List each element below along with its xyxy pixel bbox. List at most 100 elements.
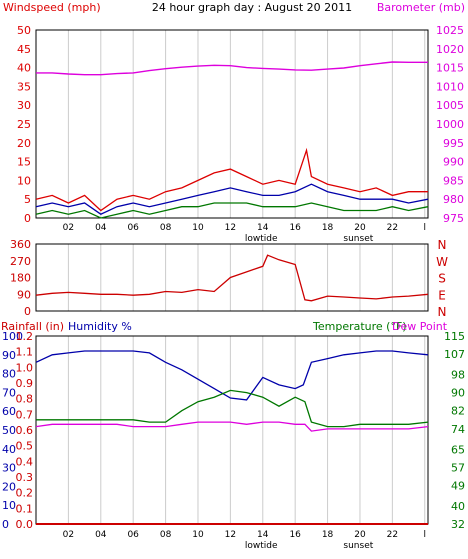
- y-tick-label-barometer: 1000: [436, 118, 464, 131]
- x-tick-label: 12: [225, 530, 236, 540]
- y-tick-label-rainfall: 0.1: [16, 502, 34, 515]
- y-tick-label-wind: 20: [17, 137, 31, 150]
- y-tick-label-wind: 5: [24, 193, 31, 206]
- y-tick-label-humidity: 100: [2, 330, 23, 343]
- panel-frame: [35, 335, 429, 525]
- y-tick-label-direction: 270: [10, 255, 31, 268]
- y-tick-label-barometer: 1025: [436, 24, 464, 37]
- rainfall-axis-title: Rainfall (in): [1, 320, 64, 333]
- x-tick-label: 20: [354, 530, 366, 540]
- y-tick-label-wind: 30: [17, 99, 31, 112]
- x-tick-label: 12: [225, 223, 236, 233]
- x-tick-label: 18: [322, 223, 334, 233]
- y-tick-label-wind: 10: [17, 174, 31, 187]
- x-tick-label: 16: [289, 530, 301, 540]
- x-tick-label: 18: [322, 530, 334, 540]
- panel-frame: [35, 243, 429, 312]
- y-tick-label-rainfall: 1.2: [16, 330, 34, 343]
- x-tick-label: 04: [95, 530, 107, 540]
- y-tick-label-wind: 25: [17, 118, 31, 131]
- y-tick-label-direction: 0: [24, 305, 31, 318]
- y-tick-label-humidity: 30: [2, 462, 16, 475]
- x-tick-label: 02: [63, 530, 74, 540]
- x-tick-label: 16: [289, 223, 301, 233]
- y-tick-label-barometer: 985: [443, 174, 464, 187]
- x-tick-label: 20: [354, 223, 366, 233]
- y-tick-label-wind: 15: [17, 156, 31, 169]
- y-tick-label-wind: 35: [17, 80, 31, 93]
- marker-label: sunset: [343, 541, 373, 551]
- y-tick-label-direction: 180: [10, 272, 31, 285]
- windspeed-axis-title: Windspeed (mph): [3, 1, 101, 14]
- y-tick-label-temperature: 57: [451, 461, 465, 474]
- dewpoint-axis-title: Dew Point: [392, 320, 448, 333]
- y-tick-label-wind: 45: [17, 43, 31, 56]
- y-tick-label-rainfall: 0.7: [16, 408, 34, 421]
- graph-title: 24 hour graph day : August 20 2011: [152, 1, 352, 14]
- y-tick-label-rainfall: 0.8: [16, 393, 34, 406]
- x-tick-label: 08: [160, 223, 172, 233]
- y-tick-label-rainfall: 1.0: [16, 361, 34, 374]
- y-tick-label-humidity: 50: [2, 424, 16, 437]
- y-tick-label-barometer: 1005: [436, 99, 464, 112]
- y-tick-label-rainfall: 0.3: [16, 471, 34, 484]
- y-tick-label-rainfall: 0.4: [16, 455, 34, 468]
- y-tick-label-humidity: 40: [2, 443, 16, 456]
- series-temperature: [36, 389, 429, 428]
- y-tick-label-barometer: 980: [443, 193, 464, 206]
- compass-label: N: [438, 305, 447, 319]
- series-wind-low: [35, 202, 429, 219]
- x-tick-label: 06: [127, 530, 139, 540]
- y-tick-label-temperature: 74: [451, 423, 465, 436]
- x-tick-label: 04: [95, 223, 107, 233]
- series-wind-average: [35, 183, 429, 215]
- series-windspeed: [35, 147, 428, 212]
- y-tick-label-rainfall: 0.2: [16, 487, 34, 500]
- y-tick-label-barometer: 990: [443, 156, 464, 169]
- y-tick-label-rainfall: 0.5: [16, 440, 34, 453]
- x-tick-label: 02: [63, 223, 74, 233]
- marker-label: sunset: [343, 234, 373, 244]
- y-tick-label-temperature: 32: [451, 518, 465, 531]
- y-tick-label-barometer: 1015: [436, 62, 464, 75]
- compass-label: E: [438, 288, 446, 302]
- x-tick-label: 06: [127, 223, 139, 233]
- rain-humidity-temperature-panel: 0 10 20 30 40 50 60 70 80 90 100 0.0 0.1 0.2 0.3 0.4 0.5…: [2, 330, 465, 551]
- y-tick-label-temperature: 98: [451, 369, 465, 382]
- x-tick-label: 14: [257, 223, 269, 233]
- x-tick-label: 14: [257, 530, 269, 540]
- x-tick-label: 08: [160, 530, 172, 540]
- y-tick-label-rainfall: 0.9: [16, 377, 34, 390]
- y-tick-label-wind: 0: [24, 212, 31, 225]
- x-tick-label: 10: [192, 530, 204, 540]
- y-tick-label-barometer: 995: [443, 137, 464, 150]
- y-tick-label-temperature: 107: [444, 348, 465, 361]
- y-tick-label-direction: 90: [17, 288, 31, 301]
- y-tick-label-humidity: 60: [2, 405, 16, 418]
- y-tick-label-rainfall: 1.1: [16, 346, 34, 359]
- y-tick-label-temperature: 90: [451, 387, 465, 400]
- x-tick-label: l: [424, 530, 427, 540]
- y-tick-label-temperature: 65: [451, 443, 465, 456]
- y-tick-label-humidity: 70: [2, 386, 16, 399]
- y-tick-label-humidity: 80: [2, 368, 16, 381]
- series-barometer: [36, 61, 428, 76]
- y-tick-label-temperature: 40: [451, 500, 465, 513]
- x-tick-label: 22: [387, 223, 398, 233]
- y-tick-label-barometer: 1020: [436, 43, 464, 56]
- y-tick-label-temperature: 115: [444, 330, 465, 343]
- y-tick-label-temperature: 49: [451, 479, 465, 492]
- y-tick-label-rainfall: 0.6: [16, 424, 34, 437]
- y-tick-label-humidity: 20: [2, 480, 16, 493]
- compass-label: S: [438, 272, 446, 286]
- x-tick-label: l: [424, 223, 427, 233]
- y-tick-label-humidity: 10: [2, 499, 16, 512]
- y-tick-label-barometer: 1010: [436, 80, 464, 93]
- panel-frame: [35, 29, 429, 219]
- temperature-axis-title: Temperature (°F): [312, 320, 407, 333]
- compass-label: W: [436, 255, 448, 269]
- compass-label: N: [438, 238, 447, 252]
- y-tick-label-humidity: 0: [2, 518, 9, 531]
